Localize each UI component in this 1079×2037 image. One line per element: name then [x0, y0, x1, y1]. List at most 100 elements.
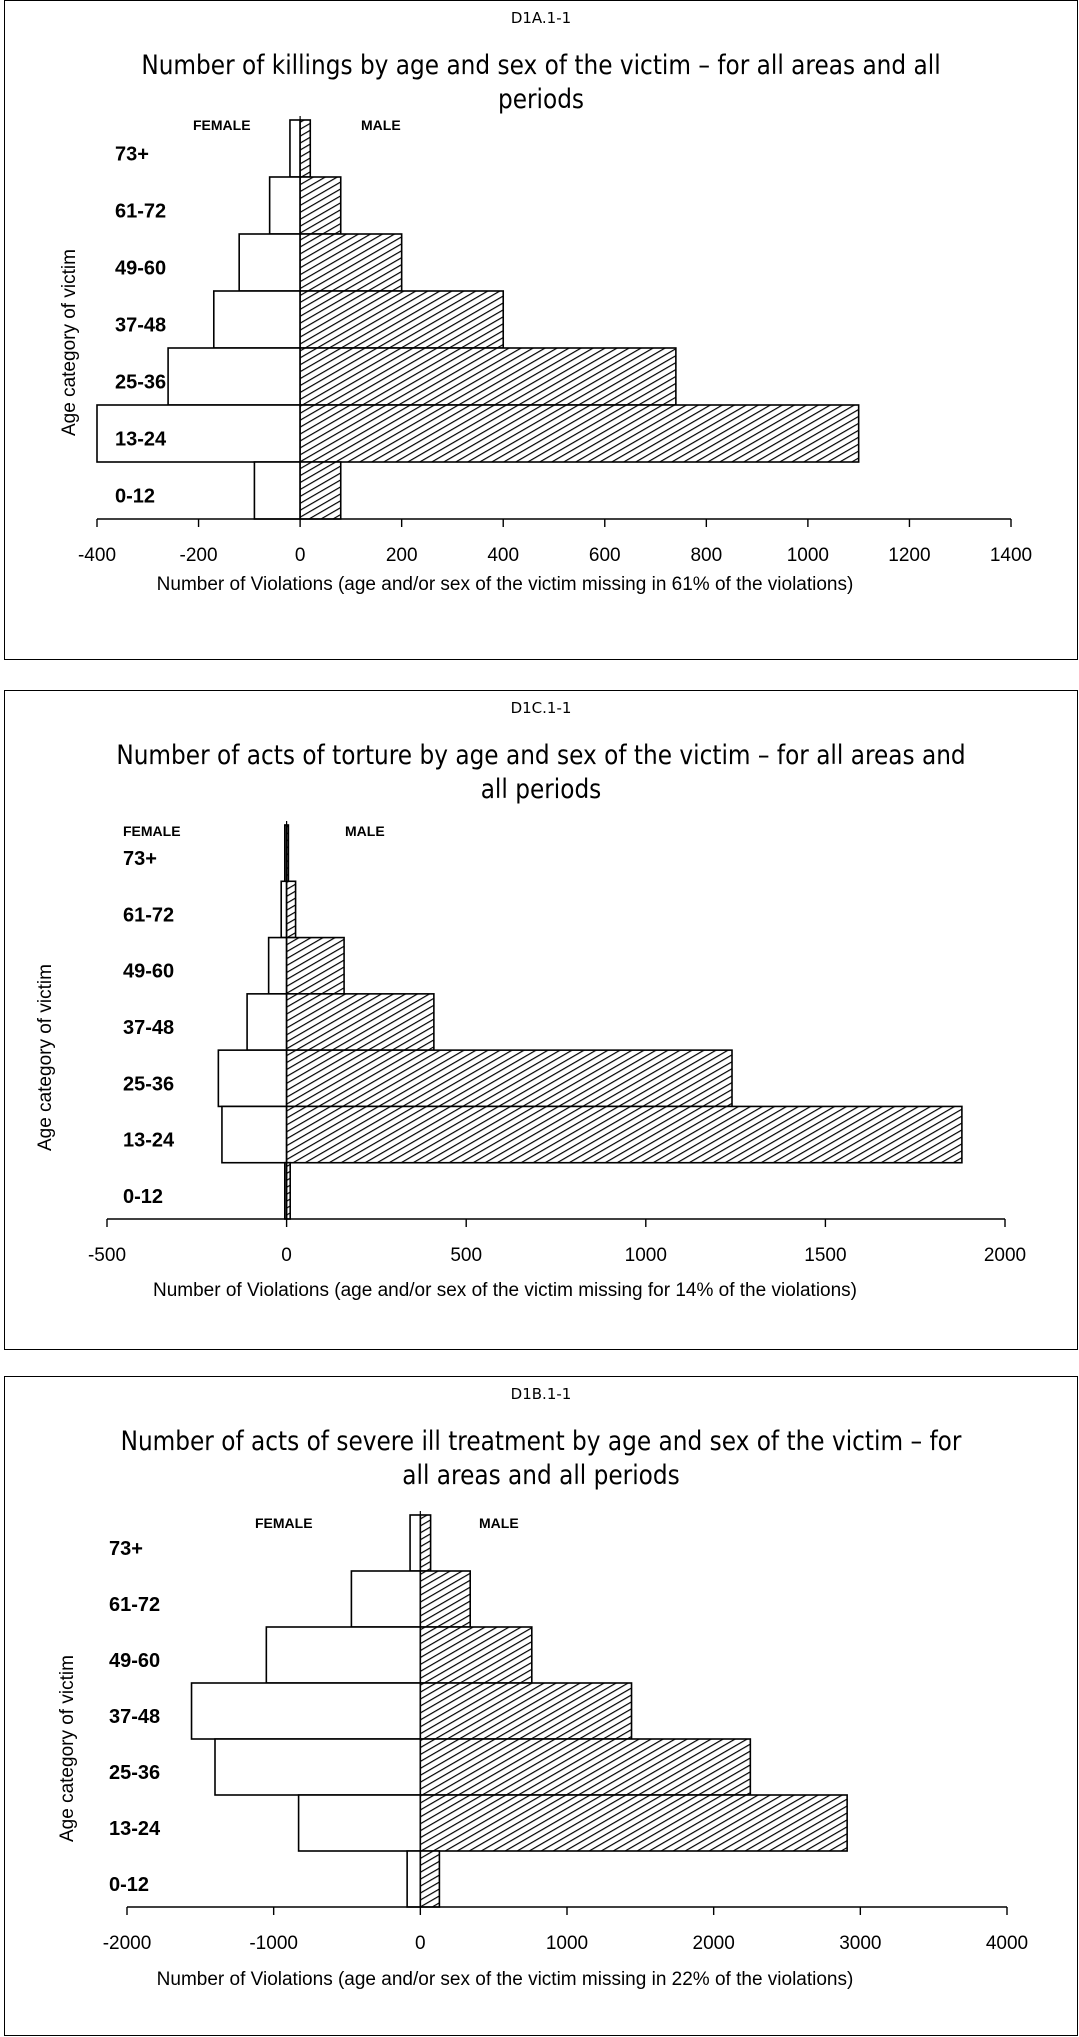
category-label: 13-24	[123, 1130, 175, 1152]
bar-male-13-24	[299, 404, 860, 463]
legend-female: FEMALE	[255, 1515, 313, 1531]
bar-female-37-48	[212, 290, 301, 349]
bar-male-25-36	[419, 1738, 752, 1796]
x-tick-label: 1400	[990, 545, 1032, 566]
chart-svg-ill-treatment: 73+ 61-72 49-60 37-48 25-36 13-24 0-12 -2000 -10…	[103, 1511, 1028, 1954]
bar-female-0-12	[406, 1850, 422, 1908]
x-tick-label: -1000	[249, 1933, 298, 1954]
bar-female-0-12	[253, 461, 301, 520]
bar-male-61-72	[419, 1570, 472, 1628]
chart-title: Number of acts of severe ill treatment b…	[120, 1426, 962, 1491]
category-label: 0-12	[123, 1186, 163, 1208]
x-tick-label: 1200	[888, 545, 930, 566]
x-tick-label: 200	[386, 545, 418, 566]
bar-female-13-24	[221, 1105, 288, 1164]
category-label: 13-24	[109, 1818, 161, 1840]
x-tick-label: 0	[281, 1245, 292, 1266]
bar-male-61-72	[299, 176, 342, 235]
y-axis-label: Age category of victim	[59, 249, 80, 436]
chart-svg-killings: 73+ 61-72 49-60 37-48 25-36 13-24 0-12 -400 -200…	[78, 116, 1032, 566]
y-axis-label: Age category of victim	[57, 1655, 78, 1842]
category-label: 49-60	[115, 258, 166, 280]
x-axis-label: Number of Violations (age and/or sex of …	[156, 1969, 854, 1990]
x-tick-label: 400	[487, 545, 519, 566]
bar-female-49-60	[267, 936, 288, 995]
bar-male-61-72	[285, 880, 297, 939]
bar-female-13-24	[297, 1794, 422, 1852]
x-tick-label: 0	[295, 545, 306, 566]
chart-code: D1B.1-1	[510, 1385, 572, 1403]
x-tick-label: 2000	[984, 1245, 1026, 1266]
y-axis-label: Age category of victim	[35, 964, 56, 1151]
bar-female-61-72	[268, 176, 301, 235]
category-label: 61-72	[109, 1594, 160, 1616]
legend-male: MALE	[479, 1515, 519, 1531]
x-tick-label: 2000	[693, 1933, 735, 1954]
category-label: 25-36	[109, 1762, 160, 1784]
x-tick-label: 1000	[625, 1245, 667, 1266]
bar-male-49-60	[285, 936, 345, 995]
x-tick-label: 1000	[787, 545, 829, 566]
category-label: 73+	[123, 848, 157, 870]
x-tick-label: 0	[415, 1933, 426, 1954]
bar-female-49-60	[238, 233, 301, 292]
category-label: 73+	[109, 1538, 143, 1560]
category-label: 37-48	[109, 1706, 160, 1728]
chart-panel-killings: 73+ 61-72 49-60 37-48 25-36 13-24 0-12 -400 -200…	[4, 0, 1078, 660]
x-axis-label: Number of Violations (age and/or sex of …	[152, 1280, 858, 1301]
x-axis-label: Number of Violations (age and/or sex of …	[156, 574, 854, 595]
x-tick-label: -200	[180, 545, 218, 566]
category-label: 61-72	[123, 904, 174, 926]
category-label: 13-24	[115, 429, 167, 451]
bar-male-25-36	[285, 1049, 733, 1108]
bar-female-25-36	[167, 347, 301, 406]
legend-male: MALE	[345, 823, 385, 839]
bar-female-73+	[409, 1514, 422, 1572]
bar-male-0-12	[419, 1850, 441, 1908]
bar-female-61-72	[280, 880, 288, 939]
bar-male-37-48	[299, 290, 505, 349]
category-label: 61-72	[115, 201, 166, 223]
chart-code: D1A.1-1	[510, 9, 572, 27]
bar-female-37-48	[190, 1682, 422, 1740]
category-label: 37-48	[123, 1017, 174, 1039]
category-label: 49-60	[123, 961, 174, 983]
chart-panel-torture: 73+ 61-72 49-60 37-48 25-36 13-24 0-12 -500 0 500…	[4, 690, 1078, 1350]
bar-male-13-24	[419, 1794, 848, 1852]
bar-male-49-60	[419, 1626, 533, 1684]
bar-female-49-60	[265, 1626, 422, 1684]
legend-male: MALE	[361, 117, 401, 133]
x-tick-label: 600	[589, 545, 621, 566]
bar-male-0-12	[299, 461, 342, 520]
bar-female-25-36	[217, 1049, 288, 1108]
category-label: 0-12	[109, 1874, 149, 1896]
bar-female-61-72	[350, 1570, 422, 1628]
x-tick-label: 3000	[839, 1933, 881, 1954]
category-label: 0-12	[115, 486, 155, 508]
x-tick-label: -500	[88, 1245, 126, 1266]
chart-code: D1C.1-1	[510, 699, 572, 717]
chart-title: Number of acts of torture by age and sex…	[116, 740, 966, 805]
bar-female-13-24	[96, 404, 301, 463]
x-tick-label: 500	[450, 1245, 482, 1266]
x-tick-label: 1000	[546, 1933, 588, 1954]
bar-female-25-36	[214, 1738, 422, 1796]
x-tick-label: 4000	[986, 1933, 1028, 1954]
category-label: 25-36	[123, 1073, 174, 1095]
legend-female: FEMALE	[123, 823, 181, 839]
chart-panel-ill-treatment: 73+ 61-72 49-60 37-48 25-36 13-24 0-12 -2000 -10…	[4, 1376, 1078, 2036]
x-tick-label: -2000	[103, 1933, 152, 1954]
bar-female-73+	[289, 119, 301, 178]
bar-male-73+	[419, 1514, 432, 1572]
chart-title: Number of killings by age and sex of the…	[141, 50, 941, 115]
bar-female-37-48	[246, 993, 288, 1051]
bar-male-73+	[299, 119, 312, 178]
bar-male-13-24	[285, 1105, 963, 1164]
category-label: 25-36	[115, 372, 166, 394]
bar-male-25-36	[299, 347, 677, 406]
category-label: 49-60	[109, 1650, 160, 1672]
x-tick-label: 800	[690, 545, 722, 566]
x-tick-label: -400	[78, 545, 116, 566]
bar-male-49-60	[299, 233, 403, 292]
x-tick-label: 1500	[804, 1245, 846, 1266]
